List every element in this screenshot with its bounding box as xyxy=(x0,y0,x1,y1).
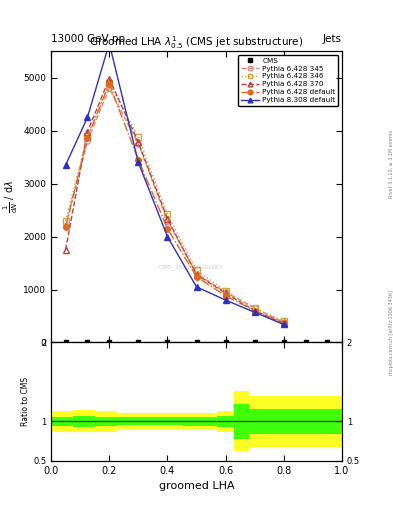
CMS xyxy=(281,339,286,346)
Line: CMS: CMS xyxy=(63,340,330,345)
Pythia 6.428 default xyxy=(281,320,286,326)
Pythia 8.308 default xyxy=(194,284,199,290)
Pythia 6.428 346 xyxy=(165,211,170,218)
Pythia 6.428 346 xyxy=(107,80,112,86)
CMS xyxy=(107,339,112,346)
X-axis label: groomed LHA: groomed LHA xyxy=(159,481,234,491)
Pythia 6.428 370 xyxy=(63,247,68,253)
CMS xyxy=(165,339,170,346)
Pythia 8.308 default xyxy=(136,159,141,165)
Pythia 8.308 default xyxy=(252,309,257,315)
Pythia 6.428 370 xyxy=(165,216,170,222)
Text: 13000 GeV pp: 13000 GeV pp xyxy=(51,33,125,44)
Text: mcplots.cern.ch [arXiv:1306.3436]: mcplots.cern.ch [arXiv:1306.3436] xyxy=(389,290,393,375)
Pythia 6.428 345 xyxy=(136,141,141,147)
Line: Pythia 6.428 345: Pythia 6.428 345 xyxy=(63,86,286,325)
Line: Pythia 6.428 370: Pythia 6.428 370 xyxy=(63,76,286,326)
Pythia 6.428 345 xyxy=(85,138,90,144)
Pythia 6.428 345 xyxy=(165,218,170,224)
Pythia 6.428 default xyxy=(63,224,68,230)
CMS xyxy=(85,339,90,346)
Pythia 6.428 346 xyxy=(136,134,141,140)
Pythia 6.428 345 xyxy=(281,319,286,326)
CMS xyxy=(252,339,257,346)
CMS xyxy=(136,339,141,346)
Pythia 8.308 default xyxy=(107,40,112,46)
Pythia 6.428 default xyxy=(165,226,170,232)
Pythia 6.428 370 xyxy=(107,76,112,82)
Pythia 6.428 370 xyxy=(223,290,228,296)
Pythia 6.428 370 xyxy=(136,139,141,145)
Line: Pythia 8.308 default: Pythia 8.308 default xyxy=(63,40,286,327)
Pythia 8.308 default xyxy=(281,322,286,328)
Pythia 6.428 370 xyxy=(194,271,199,278)
Pythia 6.428 default xyxy=(194,274,199,280)
Pythia 6.428 346 xyxy=(85,133,90,139)
Y-axis label: Ratio to CMS: Ratio to CMS xyxy=(21,377,30,426)
Title: Groomed LHA $\lambda^{1}_{0.5}$ (CMS jet substructure): Groomed LHA $\lambda^{1}_{0.5}$ (CMS jet… xyxy=(89,34,304,51)
Pythia 6.428 370 xyxy=(252,308,257,314)
CMS xyxy=(325,339,330,346)
Pythia 8.308 default xyxy=(165,233,170,240)
Pythia 6.428 346 xyxy=(194,267,199,273)
Pythia 6.428 346 xyxy=(223,288,228,294)
Pythia 6.428 370 xyxy=(281,321,286,327)
Pythia 6.428 345 xyxy=(252,305,257,311)
Pythia 8.308 default xyxy=(223,297,228,303)
Pythia 6.428 346 xyxy=(63,218,68,224)
CMS xyxy=(194,339,199,346)
Pythia 6.428 default xyxy=(252,308,257,314)
Pythia 6.428 370 xyxy=(85,129,90,135)
Pythia 6.428 346 xyxy=(252,305,257,311)
Pythia 8.308 default xyxy=(85,114,90,120)
Legend: CMS, Pythia 6.428 345, Pythia 6.428 346, Pythia 6.428 370, Pythia 6.428 default,: CMS, Pythia 6.428 345, Pythia 6.428 346,… xyxy=(239,55,338,106)
Text: CMS_2021-10-20187: CMS_2021-10-20187 xyxy=(158,264,223,270)
Text: Rivet 3.1.10, ≥ 3.1M events: Rivet 3.1.10, ≥ 3.1M events xyxy=(389,130,393,198)
Pythia 6.428 345 xyxy=(107,85,112,91)
Pythia 6.428 default xyxy=(85,135,90,141)
Pythia 6.428 346 xyxy=(281,318,286,325)
CMS xyxy=(303,339,308,346)
Pythia 6.428 default xyxy=(136,157,141,163)
Pythia 6.428 345 xyxy=(194,270,199,276)
Line: Pythia 6.428 default: Pythia 6.428 default xyxy=(63,81,286,326)
Pythia 6.428 345 xyxy=(63,223,68,229)
Pythia 8.308 default xyxy=(63,162,68,168)
Y-axis label: $\frac{1}{\mathrm{d}N}$ / $\mathrm{d}\lambda$: $\frac{1}{\mathrm{d}N}$ / $\mathrm{d}\la… xyxy=(2,180,20,214)
Pythia 6.428 default xyxy=(223,293,228,299)
Pythia 6.428 default xyxy=(107,81,112,87)
Pythia 6.428 345 xyxy=(223,289,228,295)
Line: Pythia 6.428 346: Pythia 6.428 346 xyxy=(63,80,286,324)
CMS xyxy=(223,339,228,346)
CMS xyxy=(63,339,68,346)
Text: Jets: Jets xyxy=(323,33,342,44)
